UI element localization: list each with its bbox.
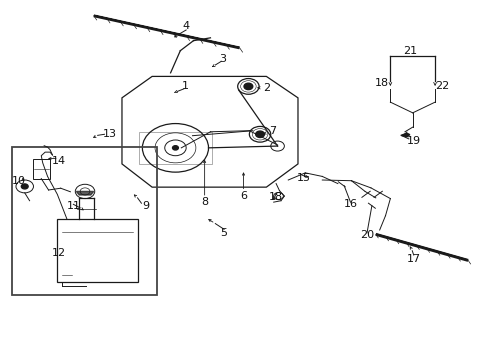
Text: 2: 2: [262, 83, 269, 93]
Circle shape: [21, 184, 28, 189]
Circle shape: [255, 131, 264, 138]
Text: 14: 14: [52, 157, 66, 166]
Text: 19: 19: [406, 136, 420, 147]
Text: 7: 7: [268, 126, 276, 136]
Text: 17: 17: [406, 253, 420, 264]
Text: 1: 1: [182, 81, 188, 91]
Text: 10: 10: [11, 176, 25, 186]
Text: 13: 13: [102, 129, 116, 139]
Circle shape: [172, 146, 178, 150]
Text: 20: 20: [359, 230, 373, 240]
Polygon shape: [76, 192, 94, 195]
Text: 12: 12: [52, 248, 66, 258]
Text: 18: 18: [374, 78, 388, 88]
Text: 11: 11: [66, 201, 80, 211]
Text: 4: 4: [182, 21, 189, 31]
Circle shape: [244, 83, 252, 90]
Text: 3: 3: [219, 54, 225, 64]
Text: 8: 8: [201, 197, 208, 207]
Text: 21: 21: [402, 46, 416, 56]
Text: 6: 6: [240, 191, 246, 201]
Text: 5: 5: [220, 228, 227, 238]
Polygon shape: [400, 133, 409, 137]
Text: 15: 15: [296, 173, 310, 183]
Text: 16: 16: [343, 199, 357, 209]
Text: 22: 22: [434, 81, 448, 91]
Text: 18: 18: [268, 192, 283, 202]
Text: 9: 9: [142, 201, 149, 211]
